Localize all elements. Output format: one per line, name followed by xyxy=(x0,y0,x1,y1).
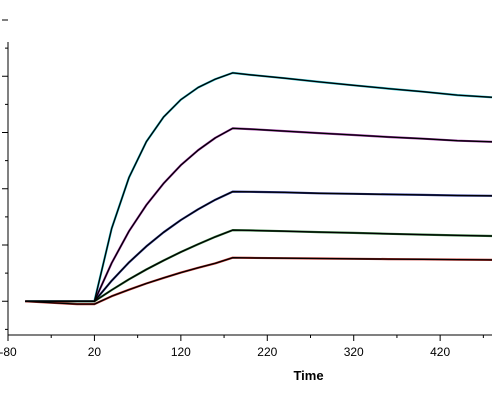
x-tick-label: 20 xyxy=(88,345,102,359)
data-series xyxy=(25,71,493,306)
x-ticks: -80 20 120 220 320 420 xyxy=(0,335,484,359)
x-tick-label: 220 xyxy=(257,345,277,359)
data-series-line-3 xyxy=(25,190,493,303)
axes xyxy=(7,42,492,336)
x-axis-title: Time xyxy=(293,368,323,383)
fit-curves xyxy=(25,72,493,305)
fit-curve-2 xyxy=(25,127,493,302)
data-series-line-4 xyxy=(25,229,493,303)
x-tick-label: -80 xyxy=(0,345,17,359)
fit-curve-4 xyxy=(25,229,493,302)
x-tick-label: 420 xyxy=(430,345,450,359)
fit-curve-5 xyxy=(25,257,493,305)
fit-curve-3 xyxy=(25,190,493,302)
fit-curve-1 xyxy=(25,72,493,302)
y-ticks xyxy=(2,19,8,330)
x-tick-label: 120 xyxy=(171,345,191,359)
data-series-line-1 xyxy=(25,71,493,303)
data-series-line-2 xyxy=(25,127,493,303)
x-tick-label: 320 xyxy=(344,345,364,359)
